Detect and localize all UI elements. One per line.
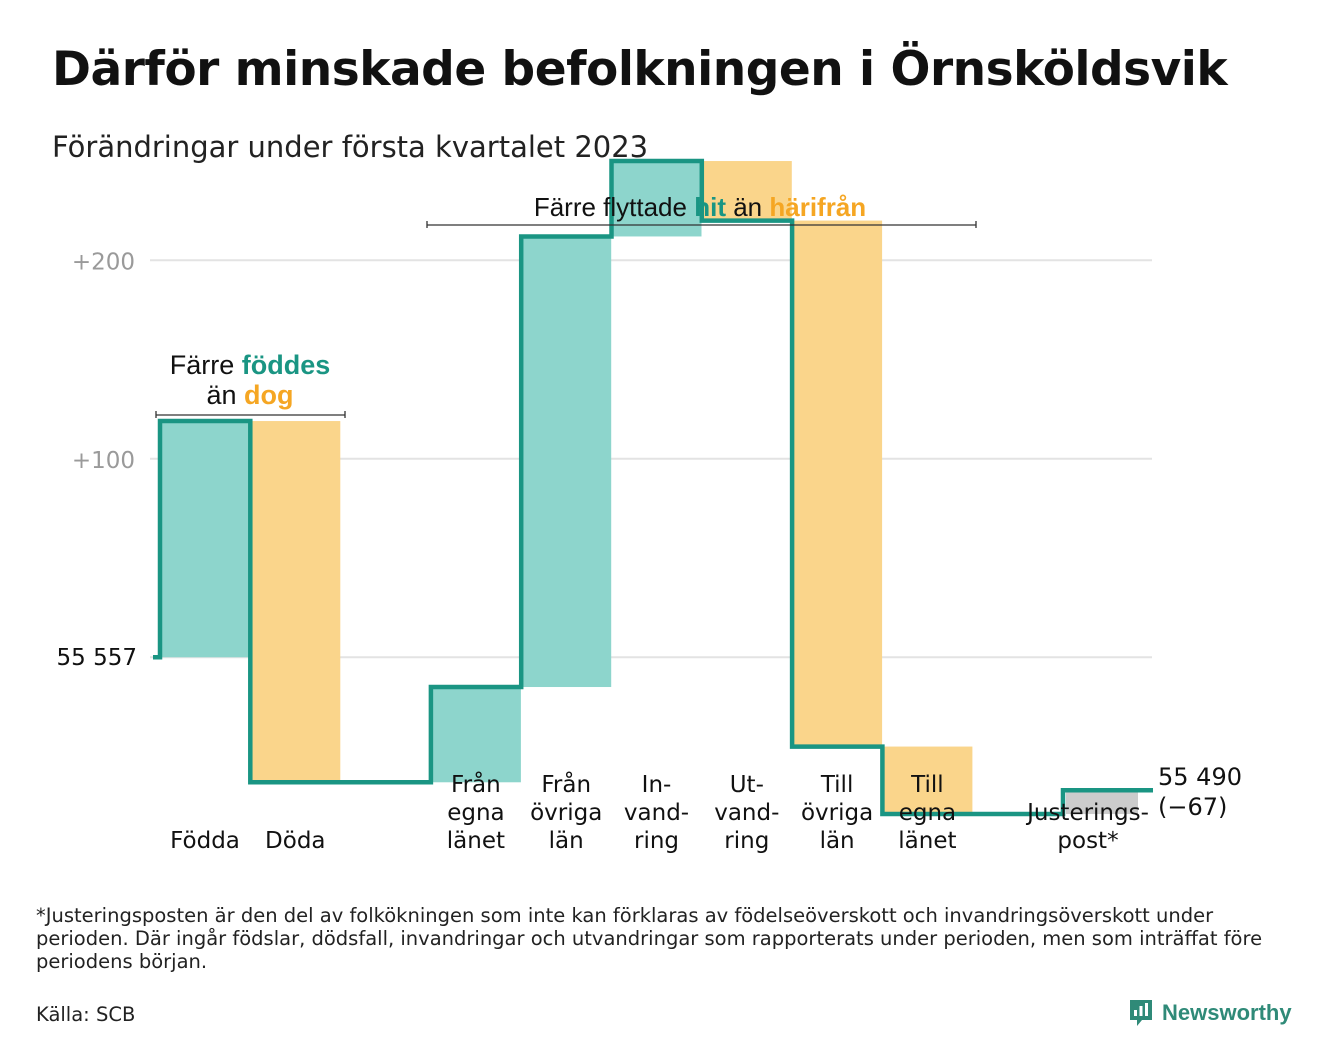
category-label: Till xyxy=(820,772,854,798)
category-label: ring xyxy=(634,828,679,854)
category-label: vand- xyxy=(714,800,779,826)
category-label: Till xyxy=(910,772,944,798)
category-label: Justerings- xyxy=(1025,800,1149,826)
category-label: egna xyxy=(447,800,504,826)
category-label: Från xyxy=(541,770,591,798)
category-label: ring xyxy=(724,828,769,854)
annotation-text: Färre flyttade xyxy=(534,192,687,222)
annotation-highlight-fodda: föddes xyxy=(242,350,331,380)
brand-name: Newsworthy xyxy=(1162,1000,1292,1025)
category-label: Födda xyxy=(170,828,240,854)
brand-logo: Newsworthy xyxy=(1128,998,1292,1028)
annotation-text: än xyxy=(206,380,236,410)
gridline-label: +200 xyxy=(72,249,135,275)
newsworthy-logo-icon xyxy=(1130,1000,1152,1026)
bar xyxy=(792,220,883,747)
category-label: egna xyxy=(899,800,956,826)
bar xyxy=(250,421,341,783)
bar xyxy=(160,421,250,658)
gridline-label: +100 xyxy=(72,448,135,474)
cumulative-line xyxy=(153,158,1153,817)
annotation-bracket xyxy=(155,411,346,418)
bar xyxy=(430,687,521,783)
category-label: län xyxy=(549,828,584,854)
bars-layer xyxy=(160,161,1138,815)
bar xyxy=(611,161,702,237)
bar xyxy=(521,236,612,688)
category-label: post* xyxy=(1057,828,1118,854)
annotation-highlight-doda: dog xyxy=(244,380,293,410)
svg-text:Färre flyttade h: Färre flyttade hit än härifrån xyxy=(534,192,866,222)
annotation-births-deaths: Färre föddes än dog xyxy=(155,350,346,418)
start-value-label: 55 557 xyxy=(57,645,137,671)
category-label: länet xyxy=(898,828,956,854)
svg-text:Färre föddes: Färre föddes xyxy=(170,350,331,380)
annotation-text: än xyxy=(733,192,762,222)
end-change-label: (−67) xyxy=(1158,793,1227,821)
bar xyxy=(1066,790,1138,815)
category-label: Ut- xyxy=(730,772,764,798)
svg-text:än dog: än dog xyxy=(206,380,293,410)
category-label: länet xyxy=(447,828,505,854)
end-value-label: 55 490 xyxy=(1158,763,1242,791)
category-label: Döda xyxy=(265,828,325,854)
source-label: Källa: SCB xyxy=(36,1003,136,1026)
category-label: vand- xyxy=(624,800,689,826)
category-label: Från xyxy=(451,770,501,798)
annotation-bracket xyxy=(426,221,977,228)
annotation-highlight-harifran: härifrån xyxy=(769,192,866,222)
page-subtitle: Förändringar under första kvartalet 2023 xyxy=(52,130,649,164)
category-label: In- xyxy=(642,772,672,798)
bar xyxy=(701,161,792,221)
annotation-migration: Färre flyttade hit än härifrån xyxy=(426,192,977,228)
line-layer xyxy=(153,158,1153,817)
annotation-text: Färre xyxy=(170,350,235,380)
annotation-highlight-hit: hit xyxy=(694,192,726,222)
category-label: övriga xyxy=(801,800,873,826)
page-title: Därför minskade befolkningen i Örnskölds… xyxy=(52,42,1228,97)
category-label: län xyxy=(820,828,855,854)
category-label: övriga xyxy=(530,800,602,826)
bar xyxy=(882,746,973,815)
footnote: *Justeringsposten är den del av folkökni… xyxy=(36,904,1263,973)
